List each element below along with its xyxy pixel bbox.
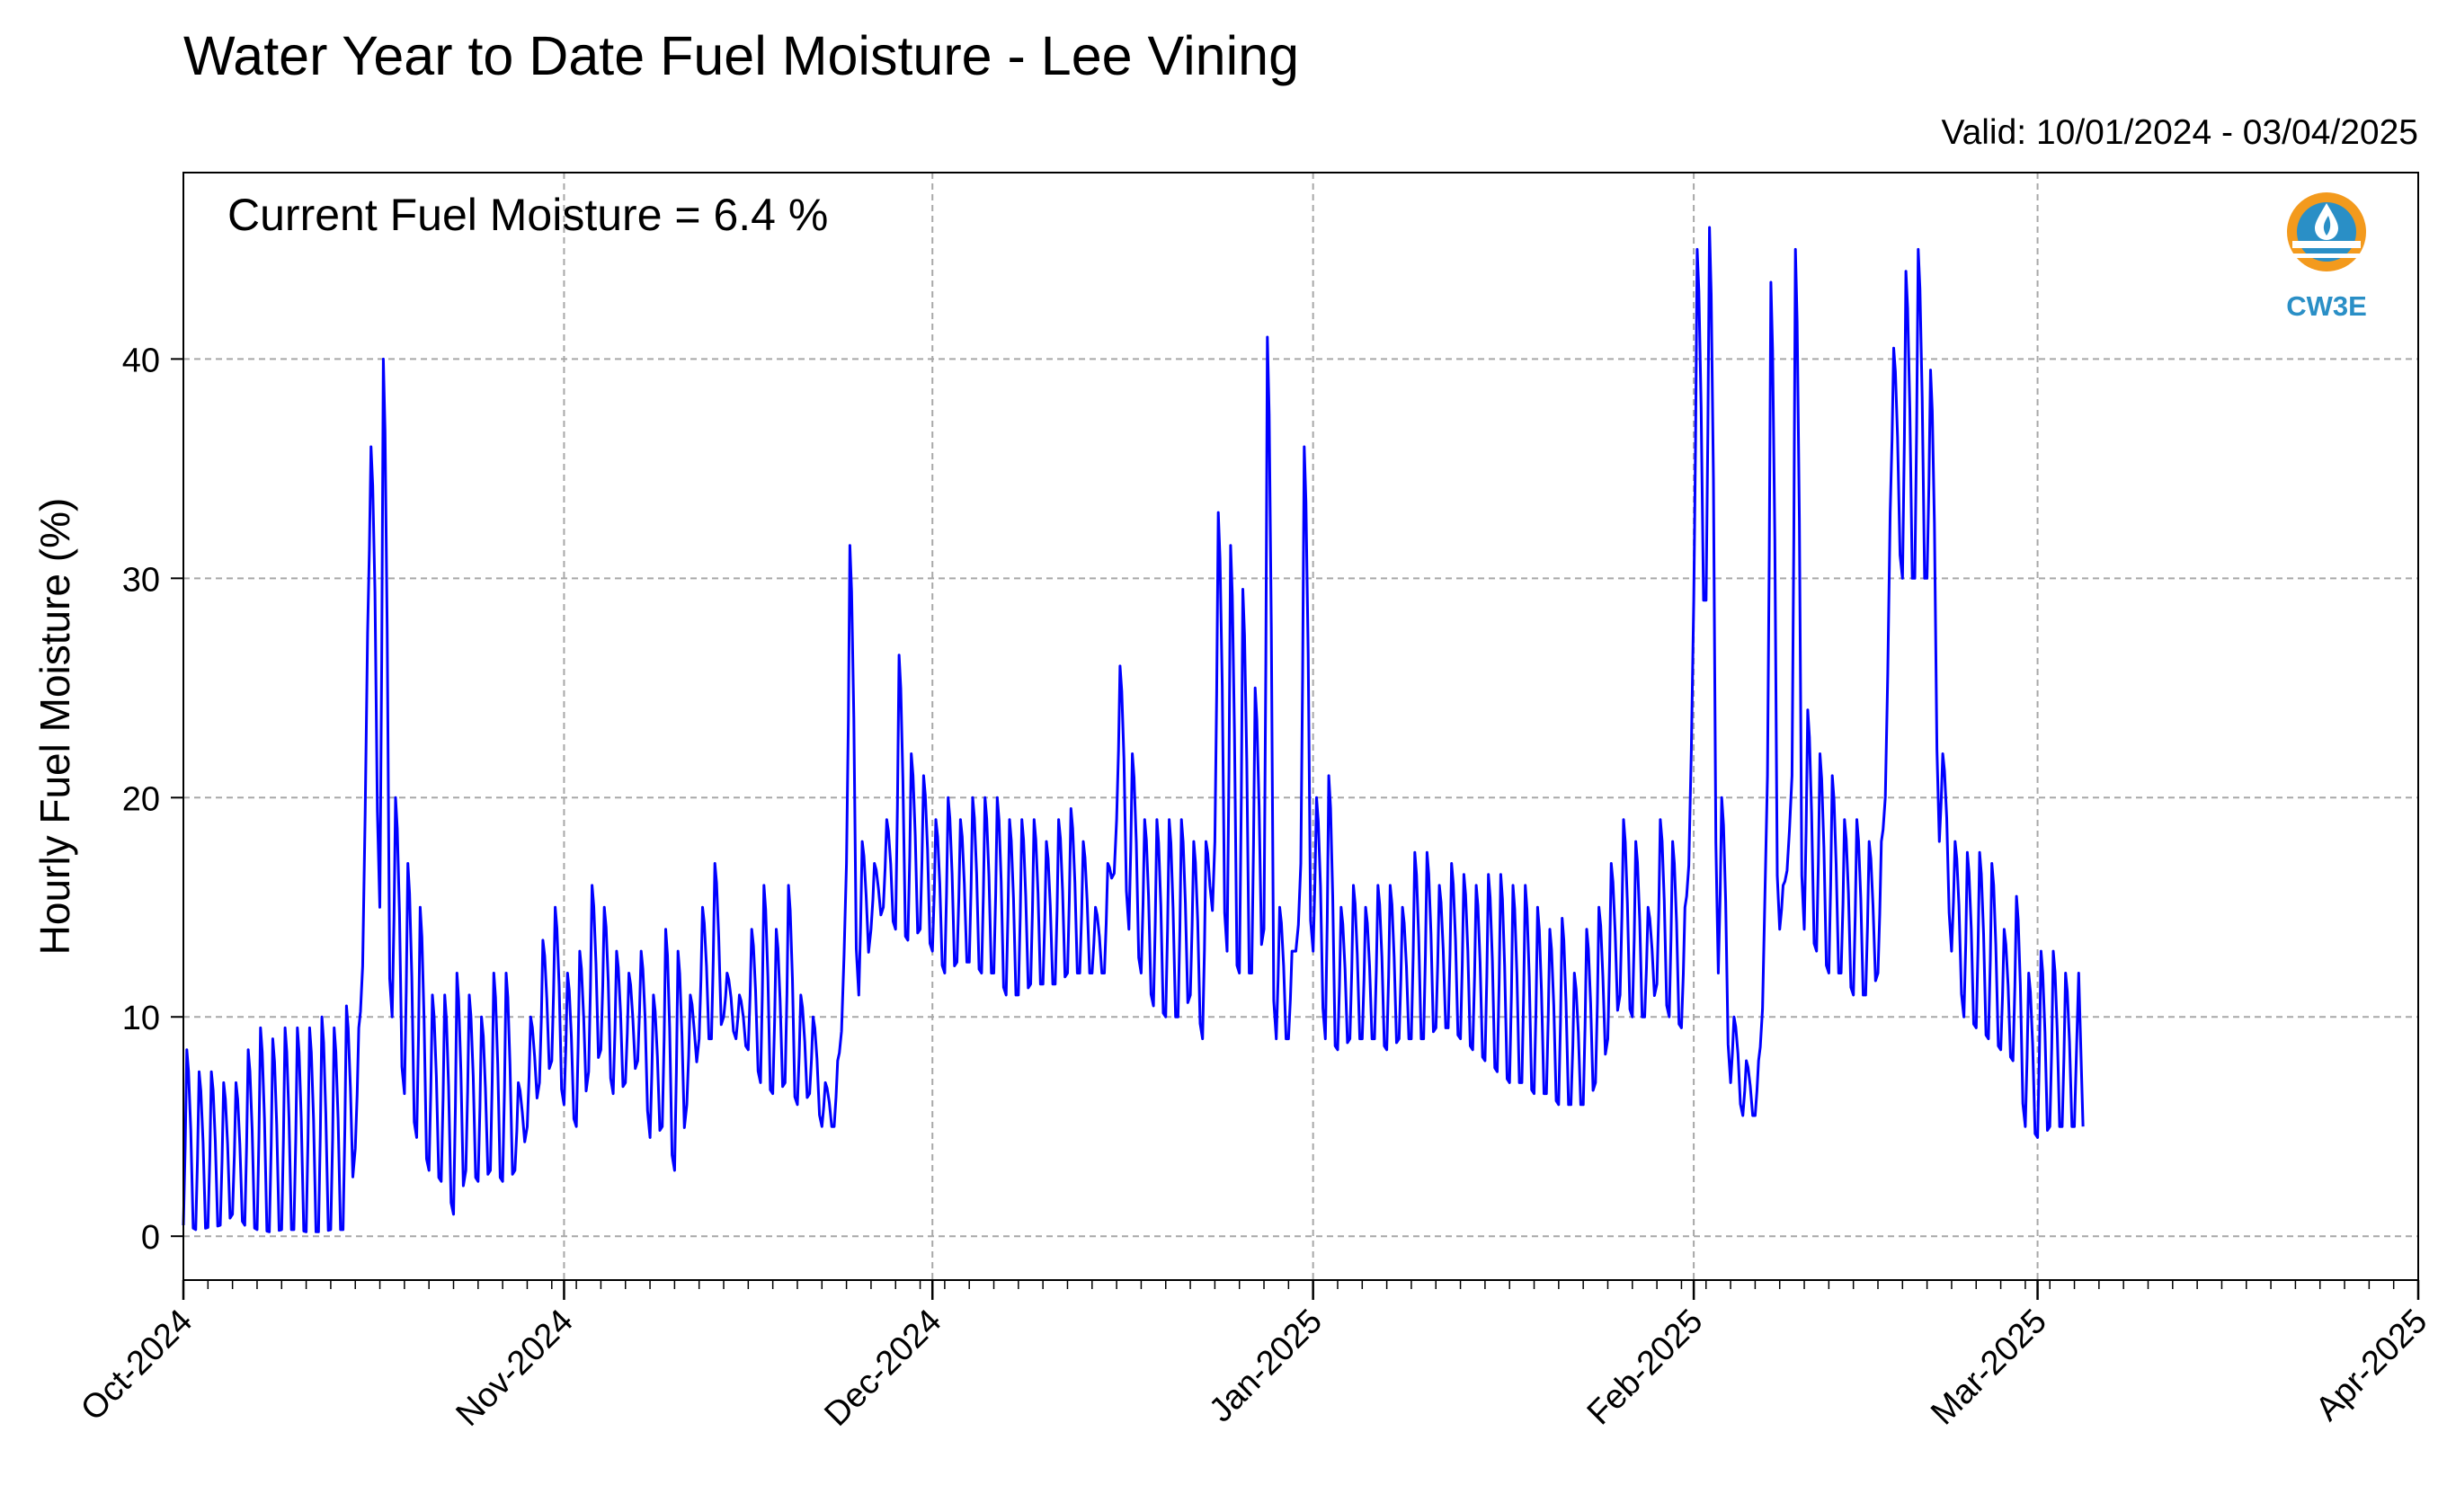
logo-text: CW3E xyxy=(2286,290,2367,322)
y-axis-label: Hourly Fuel Moisture (%) xyxy=(31,498,78,956)
y-tick-label: 0 xyxy=(141,1219,160,1257)
y-tick-label: 30 xyxy=(122,561,160,599)
y-tick-label: 10 xyxy=(122,1000,160,1037)
series-line-fuel-moisture xyxy=(182,226,2085,1233)
cw3e-logo: CW3E xyxy=(2286,192,2367,322)
data-area xyxy=(182,226,2085,1233)
flame-icon xyxy=(2323,216,2331,236)
current-fuel-moisture-annotation: Current Fuel Moisture = 6.4 % xyxy=(227,190,828,240)
plot-frame xyxy=(182,172,2419,1281)
valid-date-range: Valid: 10/01/2024 - 03/04/2025 xyxy=(1941,113,2418,152)
y-tick-label: 40 xyxy=(122,342,160,379)
chart-title: Water Year to Date Fuel Moisture - Lee V… xyxy=(183,25,1299,86)
y-tick-label: 20 xyxy=(122,780,160,818)
logo-wave-band xyxy=(2292,241,2361,248)
logo-wave-band xyxy=(2292,253,2361,258)
